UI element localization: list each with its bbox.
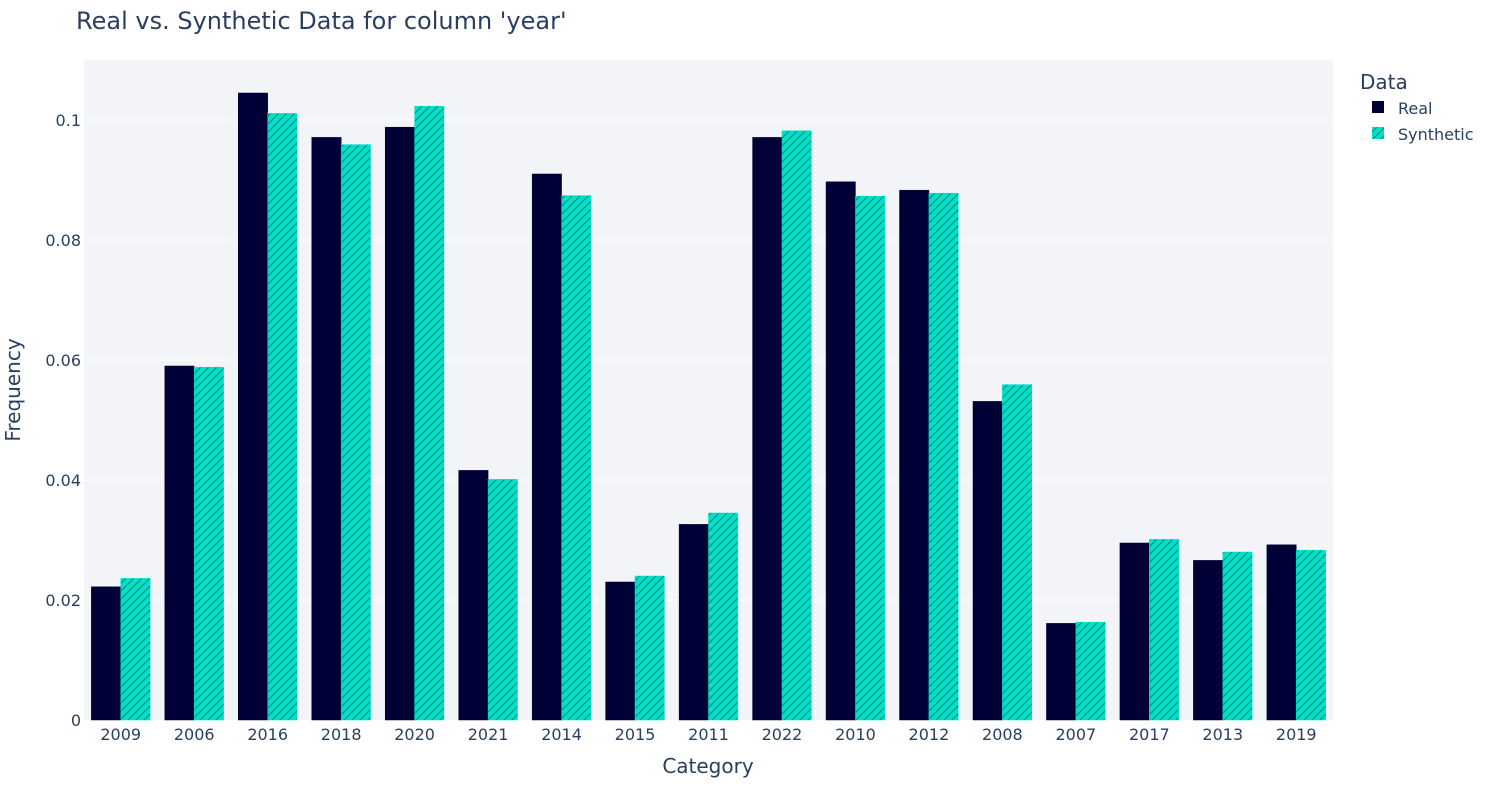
x-tick-label: 2017 xyxy=(1129,725,1170,744)
x-axis-title: Category xyxy=(662,754,754,778)
bar-synthetic-2011[interactable] xyxy=(708,512,739,721)
bar-synthetic-2015[interactable] xyxy=(634,575,665,721)
bar-synthetic-2006[interactable] xyxy=(193,366,224,721)
bar-synthetic-2020[interactable] xyxy=(414,105,445,721)
bar-real-2018[interactable] xyxy=(311,137,342,721)
y-axis-title: Frequency xyxy=(1,338,25,441)
bar-real-2015[interactable] xyxy=(605,581,636,721)
bar-real-2011[interactable] xyxy=(678,524,709,721)
legend-title: Data xyxy=(1360,70,1408,94)
bars-group xyxy=(91,92,1326,721)
y-tick-label: 0.1 xyxy=(56,111,81,130)
bar-real-2013[interactable] xyxy=(1193,560,1224,721)
bar-real-2008[interactable] xyxy=(972,401,1003,721)
x-tick-label: 2018 xyxy=(321,725,362,744)
x-tick-label: 2014 xyxy=(541,725,582,744)
x-tick-label: 2020 xyxy=(394,725,435,744)
bar-synthetic-2008[interactable] xyxy=(1002,384,1033,721)
y-tick-label: 0.04 xyxy=(45,471,81,490)
bar-real-2016[interactable] xyxy=(238,92,268,721)
x-tick-label: 2015 xyxy=(615,725,656,744)
x-tick-label: 2007 xyxy=(1055,725,1096,744)
bar-synthetic-2021[interactable] xyxy=(487,479,518,721)
y-tick-label: 0.08 xyxy=(45,231,81,250)
bar-synthetic-2018[interactable] xyxy=(340,144,371,721)
y-axis-ticks: 0 0.02 0.04 0.06 0.08 0.1 xyxy=(45,111,81,730)
bar-real-2009[interactable] xyxy=(91,586,121,721)
x-tick-label: 2019 xyxy=(1276,725,1317,744)
x-axis-ticks: 2009 2006 2016 2018 2020 2021 2014 2015 2011 2022… xyxy=(100,725,1316,744)
bar-synthetic-2009[interactable] xyxy=(120,578,151,721)
bar-synthetic-2016[interactable] xyxy=(267,113,298,721)
bar-synthetic-2022[interactable] xyxy=(781,130,812,721)
bar-real-2019[interactable] xyxy=(1266,544,1297,721)
legend-swatch-real xyxy=(1372,101,1384,113)
x-tick-label: 2022 xyxy=(762,725,803,744)
bar-real-2010[interactable] xyxy=(825,181,856,721)
x-tick-label: 2009 xyxy=(100,725,141,744)
x-tick-label: 2012 xyxy=(909,725,950,744)
bar-real-2012[interactable] xyxy=(899,189,930,721)
legend[interactable]: Data Real Synthetic xyxy=(1360,70,1474,144)
bar-real-2014[interactable] xyxy=(531,173,562,721)
bar-synthetic-2007[interactable] xyxy=(1075,621,1106,721)
y-tick-label: 0.06 xyxy=(45,351,81,370)
legend-item-synthetic[interactable]: Synthetic xyxy=(1372,125,1474,144)
bar-synthetic-2017[interactable] xyxy=(1149,539,1179,721)
legend-label-real: Real xyxy=(1398,99,1433,118)
x-tick-label: 2021 xyxy=(468,725,509,744)
y-tick-label: 0 xyxy=(71,711,81,730)
bar-real-2007[interactable] xyxy=(1046,623,1077,721)
bar-real-2022[interactable] xyxy=(752,137,783,721)
bar-real-2006[interactable] xyxy=(164,365,195,721)
x-tick-label: 2008 xyxy=(982,725,1023,744)
legend-swatch-synthetic xyxy=(1372,127,1384,139)
bar-real-2020[interactable] xyxy=(384,126,415,721)
y-tick-label: 0.02 xyxy=(45,591,81,610)
bar-synthetic-2013[interactable] xyxy=(1222,551,1253,721)
x-tick-label: 2013 xyxy=(1202,725,1243,744)
bar-synthetic-2012[interactable] xyxy=(928,192,959,721)
chart-title: Real vs. Synthetic Data for column 'year… xyxy=(76,7,567,35)
legend-label-synthetic: Synthetic xyxy=(1398,125,1474,144)
bar-real-2017[interactable] xyxy=(1119,542,1150,721)
bar-synthetic-2014[interactable] xyxy=(561,195,592,721)
bar-synthetic-2010[interactable] xyxy=(855,195,886,721)
x-tick-label: 2010 xyxy=(835,725,876,744)
x-tick-label: 2011 xyxy=(688,725,729,744)
bar-real-2021[interactable] xyxy=(458,470,489,721)
x-tick-label: 2006 xyxy=(174,725,215,744)
x-tick-label: 2016 xyxy=(247,725,288,744)
legend-item-real[interactable]: Real xyxy=(1372,99,1433,118)
bar-synthetic-2019[interactable] xyxy=(1296,549,1326,721)
